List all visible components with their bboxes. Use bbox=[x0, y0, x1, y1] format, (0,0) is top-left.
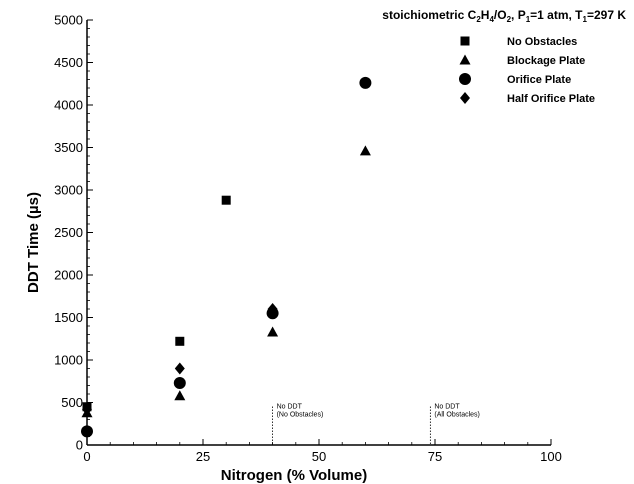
y-tick-label: 500 bbox=[61, 395, 83, 410]
data-point-no-obstacles bbox=[221, 195, 231, 205]
legend-marker-half-orifice-plate bbox=[460, 92, 470, 104]
y-tick-label: 0 bbox=[76, 438, 83, 453]
no-ddt-annotation-label: (All Obstacles) bbox=[434, 412, 480, 419]
data-point-blockage-plate bbox=[267, 326, 279, 337]
y-tick-label: 2500 bbox=[54, 225, 83, 240]
y-tick-label: 3500 bbox=[54, 140, 83, 155]
no-ddt-annotation-label: No DDT bbox=[434, 404, 460, 411]
x-tick-label: 0 bbox=[83, 449, 90, 464]
data-point-no-obstacles bbox=[175, 336, 185, 346]
legend-marker-blockage-plate bbox=[459, 54, 471, 65]
data-point-orifice-plate bbox=[81, 425, 93, 438]
x-axis-title: Nitrogen (% Volume) bbox=[221, 467, 367, 484]
legend-label-orifice-plate: Orifice Plate bbox=[507, 74, 571, 86]
legend-marker-no-obstacles bbox=[460, 36, 470, 46]
y-tick-label: 4000 bbox=[54, 98, 83, 113]
legend-label-half-orifice-plate: Half Orifice Plate bbox=[507, 93, 595, 105]
data-point-half-orifice-plate bbox=[267, 303, 278, 315]
y-tick-label: 4500 bbox=[54, 55, 83, 70]
no-ddt-annotation-label: No DDT bbox=[277, 404, 303, 411]
legend-marker-orifice-plate bbox=[459, 73, 471, 85]
legend-label-blockage-plate: Blockage Plate bbox=[507, 55, 585, 67]
chart-title: stoichiometric C2H4/O2, P1=1 atm, T1=297… bbox=[382, 8, 626, 24]
y-tick-label: 1000 bbox=[54, 353, 83, 368]
x-tick-label: 100 bbox=[540, 449, 562, 464]
y-axis-title: DDT Time (µs) bbox=[25, 192, 42, 293]
data-point-blockage-plate bbox=[359, 145, 371, 156]
y-tick-label: 1500 bbox=[54, 310, 83, 325]
legend-label-no-obstacles: No Obstacles bbox=[507, 36, 577, 48]
no-ddt-annotation-label: (No Obstacles) bbox=[277, 412, 324, 419]
x-tick-label: 50 bbox=[312, 449, 326, 464]
y-tick-label: 3000 bbox=[54, 183, 83, 198]
data-point-half-orifice-plate bbox=[174, 362, 185, 375]
data-point-orifice-plate bbox=[173, 376, 186, 389]
y-tick-label: 2000 bbox=[54, 268, 83, 283]
data-point-orifice-plate bbox=[359, 76, 372, 89]
data-point-blockage-plate bbox=[174, 390, 186, 401]
data-point-half-orifice-plate bbox=[82, 403, 92, 416]
y-tick-label: 5000 bbox=[54, 13, 83, 28]
x-tick-label: 75 bbox=[428, 449, 442, 464]
x-tick-label: 25 bbox=[196, 449, 210, 464]
